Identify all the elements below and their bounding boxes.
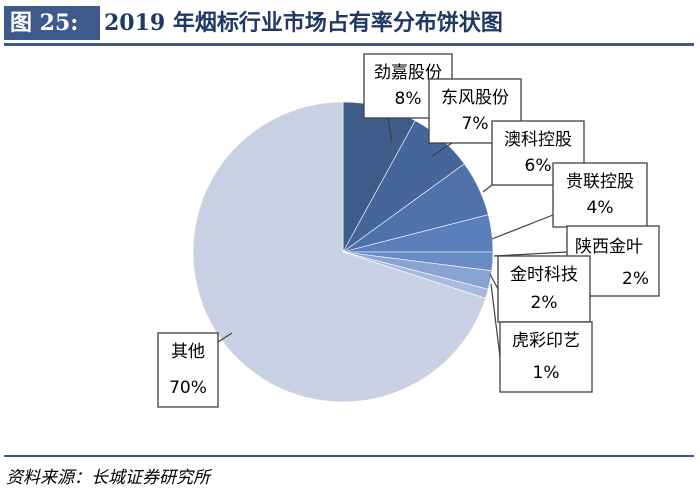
slice-name-label: 其他 [171,342,205,362]
callout-leader-line [489,273,499,290]
slice-name-label: 虎彩印艺 [512,331,580,351]
slice-callout-6: 金时科技 2% [489,255,591,323]
slice-name-label: 贵联控股 [566,172,634,192]
callout-box [552,162,648,228]
callout-leader-line [217,332,233,343]
slice-value-label: 1% [533,363,560,383]
slice-name-label: 金时科技 [510,265,578,285]
callout-leader-line [387,117,393,143]
figure-header: 图 25: 2019 年烟标行业市场占有率分布饼状图 [0,0,700,46]
source-note: 资料来源：长城证券研究所 [6,468,210,488]
slice-value-label: 7% [462,114,489,134]
callout-leader-line [431,142,453,157]
slice-name-label: 劲嘉股份 [374,63,442,83]
callout-box [157,332,219,408]
callout-leader-line [482,184,493,193]
callout-leader-line [493,251,568,257]
slice-value-label: 8% [395,89,422,109]
slice-value-label: 2% [622,269,649,289]
slice-value-label: 4% [587,198,614,218]
footer-rule [4,455,694,457]
slice-name-label: 东风股份 [441,88,509,108]
slice-callout-7: 虎彩印艺 1% [490,283,593,393]
slice-value-label: 6% [525,156,552,176]
callout-box [497,255,591,323]
slice-value-label: 2% [531,293,558,313]
callout-leader-line [491,214,554,240]
slice-callout-8: 其他 70% [157,332,233,408]
callout-box [499,321,593,393]
header-rule [4,43,694,46]
slice-name-label: 澳科控股 [504,130,572,150]
slice-callout-4: 贵联控股 4% [491,162,648,240]
slice-value-label: 70% [169,378,207,398]
figure-title: 2019 年烟标行业市场占有率分布饼状图 [104,10,503,36]
callout-leader-line [490,283,501,358]
slice-name-label: 陕西金叶 [575,237,643,257]
figure-number: 图 25: [4,6,100,40]
